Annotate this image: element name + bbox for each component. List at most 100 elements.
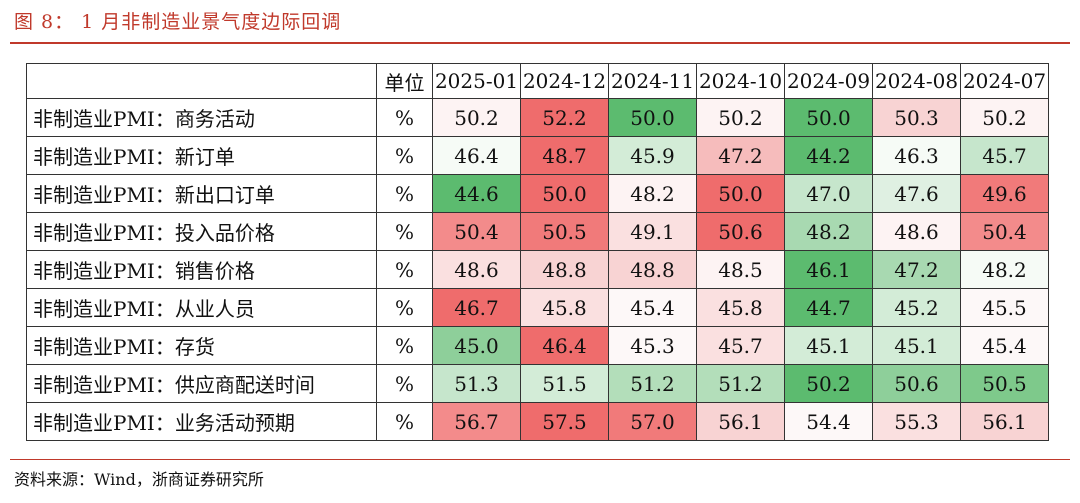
table-row: 非制造业PMI：商务活动% 50.2 52.2 50.0 50.2 50.0 50.3 50.… [26,98,1049,137]
value-cell: 57.5 [520,402,609,441]
value-cell: 50.4 [432,212,521,251]
value-cell: 50.4 [960,212,1049,251]
value-cell: 49.6 [960,174,1049,213]
pmi-table: 单位 2025-01 2024-12 2024-11 2024-10 2024-… [26,63,1049,441]
value-cell: 45.5 [960,288,1049,327]
source-divider [10,459,1070,460]
value-cell: 50.2 [696,98,785,137]
value-cell: 49.1 [608,212,697,251]
value-cell: 47.2 [872,250,961,289]
value-cell: 51.5 [520,364,609,403]
value-cell: 50.2 [960,98,1049,137]
value-cell: 45.9 [608,136,697,175]
value-cell: 46.4 [432,136,521,175]
value-cell: 45.1 [872,326,961,365]
value-cell: 48.6 [432,250,521,289]
header-month: 2024-07 [960,63,1049,99]
header-unit: 单位 [376,63,433,99]
value-cell: 50.6 [696,212,785,251]
value-cell: 50.3 [872,98,961,137]
value-cell: 50.5 [960,364,1049,403]
value-cell: 45.1 [784,326,873,365]
value-cell: 44.2 [784,136,873,175]
value-cell: 47.0 [784,174,873,213]
row-label: 非制造业PMI：新订单 [26,136,377,175]
value-cell: 46.4 [520,326,609,365]
row-unit: % [376,174,433,213]
value-cell: 45.3 [608,326,697,365]
table-row: 非制造业PMI：新订单% 46.4 48.7 45.9 47.2 44.2 46.3 45.7 [26,136,1049,175]
value-cell: 51.2 [696,364,785,403]
value-cell: 50.5 [520,212,609,251]
value-cell: 56.7 [432,402,521,441]
row-label: 非制造业PMI：业务活动预期 [26,402,377,441]
value-cell: 45.2 [872,288,961,327]
figure-title: 图 8： 1 月非制造业景气度边际回调 [14,11,342,33]
value-cell: 47.2 [696,136,785,175]
row-unit: % [376,364,433,403]
header-month: 2024-12 [520,63,609,99]
value-cell: 48.8 [608,250,697,289]
value-cell: 51.2 [608,364,697,403]
row-label: 非制造业PMI：供应商配送时间 [26,364,377,403]
header-label-cell [26,63,377,99]
row-unit: % [376,98,433,137]
value-cell: 50.2 [432,98,521,137]
table-row: 非制造业PMI：存货% 45.0 46.4 45.3 45.7 45.1 45.1 45.4 [26,326,1049,365]
value-cell: 50.0 [520,174,609,213]
value-cell: 45.7 [960,136,1049,175]
value-cell: 44.7 [784,288,873,327]
table-row: 非制造业PMI：供应商配送时间% 51.3 51.5 51.2 51.2 50.2 50.6… [26,364,1049,403]
row-unit: % [376,326,433,365]
value-cell: 50.2 [784,364,873,403]
value-cell: 48.2 [608,174,697,213]
title-divider [10,42,1070,44]
value-cell: 48.8 [520,250,609,289]
value-cell: 54.4 [784,402,873,441]
value-cell: 55.3 [872,402,961,441]
value-cell: 50.0 [608,98,697,137]
value-cell: 57.0 [608,402,697,441]
value-cell: 51.3 [432,364,521,403]
table-row: 非制造业PMI：投入品价格% 50.4 50.5 49.1 50.6 48.2 48.6 50… [26,212,1049,251]
header-month: 2024-10 [696,63,785,99]
table-row: 非制造业PMI：新出口订单% 44.6 50.0 48.2 50.0 47.0 47.6 49… [26,174,1049,213]
row-label: 非制造业PMI：新出口订单 [26,174,377,213]
header-month: 2025-01 [432,63,521,99]
value-cell: 47.6 [872,174,961,213]
row-unit: % [376,136,433,175]
value-cell: 46.3 [872,136,961,175]
row-label: 非制造业PMI：投入品价格 [26,212,377,251]
header-month: 2024-09 [784,63,873,99]
value-cell: 56.1 [696,402,785,441]
row-label: 非制造业PMI：销售价格 [26,250,377,289]
header-row: 单位 2025-01 2024-12 2024-11 2024-10 2024-… [26,63,1049,99]
value-cell: 50.0 [784,98,873,137]
value-cell: 45.0 [432,326,521,365]
value-cell: 45.4 [960,326,1049,365]
value-cell: 48.6 [872,212,961,251]
value-cell: 45.7 [696,326,785,365]
header-month: 2024-08 [872,63,961,99]
value-cell: 48.5 [696,250,785,289]
row-unit: % [376,250,433,289]
value-cell: 52.2 [520,98,609,137]
table-row: 非制造业PMI：业务活动预期% 56.7 57.5 57.0 56.1 54.4 55.3 5… [26,402,1049,441]
table-row: 非制造业PMI：从业人员% 46.7 45.8 45.4 45.8 44.7 45.2 45.… [26,288,1049,327]
value-cell: 44.6 [432,174,521,213]
value-cell: 56.1 [960,402,1049,441]
row-label: 非制造业PMI：存货 [26,326,377,365]
value-cell: 45.8 [696,288,785,327]
value-cell: 45.8 [520,288,609,327]
value-cell: 48.2 [960,250,1049,289]
row-unit: % [376,288,433,327]
row-label: 非制造业PMI：商务活动 [26,98,377,137]
row-unit: % [376,212,433,251]
value-cell: 48.7 [520,136,609,175]
value-cell: 46.7 [432,288,521,327]
value-cell: 46.1 [784,250,873,289]
table-row: 非制造业PMI：销售价格% 48.6 48.8 48.8 48.5 46.1 47.2 48.… [26,250,1049,289]
header-month: 2024-11 [608,63,697,99]
value-cell: 45.4 [608,288,697,327]
value-cell: 48.2 [784,212,873,251]
